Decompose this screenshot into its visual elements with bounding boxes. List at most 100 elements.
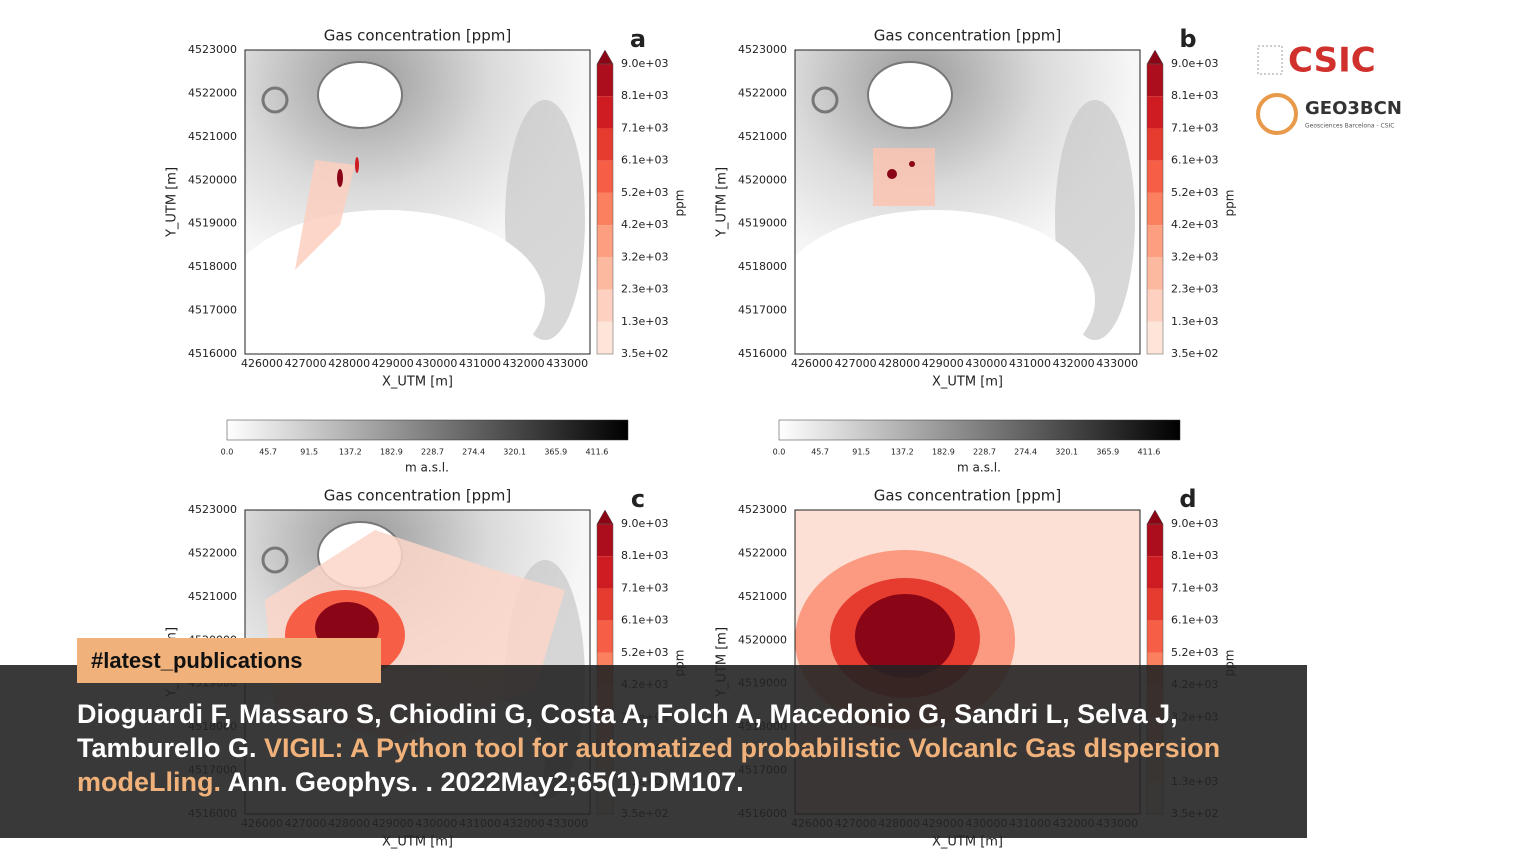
colorbar-tick-label: 9.0e+03 [1171, 517, 1218, 530]
y-tick-label: 4522000 [738, 86, 787, 99]
colorbar-tick-label: 7.1e+03 [621, 581, 668, 594]
colorbar-segment [597, 128, 613, 161]
colorbar-segment [1147, 160, 1163, 193]
colorbar-arrow [596, 49, 614, 65]
x-tick-label: 430000 [415, 357, 457, 370]
y-tick-label: 4521000 [188, 590, 237, 603]
colorbar-segment [1147, 96, 1163, 129]
x-tick-label: 433000 [1096, 357, 1138, 370]
colorbar-tick-label: 9.0e+03 [621, 57, 668, 70]
colorbar-tick-label: 3.5e+02 [621, 347, 668, 360]
y-tick-label: 4519000 [188, 217, 237, 230]
elevation-tick-label: 45.7 [259, 448, 277, 457]
x-tick-label: 429000 [922, 357, 964, 370]
plume-core [355, 157, 359, 173]
elevation-tick-label: 411.6 [585, 448, 608, 457]
elevation-tick-label: 365.9 [544, 448, 567, 457]
logos: CSIC GEO3BCN Geosciences Barcelona - CSI… [1256, 41, 1402, 135]
elevation-tick-label: 411.6 [1137, 448, 1160, 457]
authors: Dioguardi F, Massaro S, Chiodini G, Cost… [77, 699, 1178, 763]
colorbar-arrow [596, 509, 614, 525]
elevation-tick-label: 320.1 [1055, 448, 1078, 457]
panel-title: Gas concentration [ppm] [324, 27, 511, 45]
x-tick-label: 432000 [503, 357, 545, 370]
geo3bcn-logo: GEO3BCN [1305, 98, 1402, 119]
colorbar-segment [597, 257, 613, 290]
y-tick-label: 4520000 [738, 173, 787, 186]
colorbar-tick-label: 9.0e+03 [621, 517, 668, 530]
colorbar-segment [597, 64, 613, 97]
x-tick-label: 432000 [1053, 357, 1095, 370]
x-axis-label: X_UTM [m] [382, 835, 453, 850]
panel-letter: c [631, 485, 645, 513]
elevation-tick-label: 228.7 [421, 448, 444, 457]
y-tick-label: 4516000 [188, 347, 237, 360]
y-tick-label: 4521000 [188, 130, 237, 143]
y-tick-label: 4521000 [738, 590, 787, 603]
crater [867, 61, 953, 129]
colorbar-tick-label: 2.3e+03 [1171, 283, 1218, 296]
colorbar-segment [1147, 289, 1163, 322]
y-tick-label: 4519000 [738, 217, 787, 230]
panel-letter: b [1179, 25, 1196, 53]
y-tick-label: 4518000 [188, 260, 237, 273]
colorbar-segment [1147, 524, 1163, 557]
x-axis-label: X_UTM [m] [932, 835, 1003, 850]
colorbar-tick-label: 5.2e+03 [621, 186, 668, 199]
colorbar-segment [597, 192, 613, 226]
colorbar-label: ppm [1223, 190, 1237, 217]
plume-core [887, 169, 897, 179]
y-tick-label: 4521000 [738, 130, 787, 143]
y-tick-label: 4523000 [738, 503, 787, 516]
colorbar-tick-label: 6.1e+03 [1171, 614, 1218, 627]
colorbar-segment [1147, 128, 1163, 161]
x-axis-label: X_UTM [m] [932, 375, 1003, 390]
elevation-tick-label: 320.1 [503, 448, 526, 457]
crater-small [811, 86, 839, 114]
panel-title: Gas concentration [ppm] [874, 27, 1061, 45]
colorbar-tick-label: 8.1e+03 [1171, 549, 1218, 562]
colorbar-tick-label: 7.1e+03 [621, 121, 668, 134]
colorbar-tick-label: 1.3e+03 [621, 315, 668, 328]
y-tick-label: 4522000 [188, 86, 237, 99]
x-tick-label: 433000 [546, 357, 588, 370]
colorbar-segment [597, 289, 613, 322]
x-tick-label: 426000 [791, 357, 833, 370]
y-tick-label: 4520000 [738, 633, 787, 646]
elevation-colorbar-label: m a.s.l. [957, 461, 1001, 475]
colorbar-tick-label: 1.3e+03 [1171, 315, 1218, 328]
crater-small [261, 86, 289, 114]
plume-core [337, 169, 343, 187]
colorbar-frame [596, 63, 614, 355]
colorbar-tick-label: 4.2e+03 [621, 218, 668, 231]
paper-title: VIGIL: A Python tool for automatized pro… [77, 733, 1221, 797]
csic-logo: CSIC [1288, 41, 1376, 81]
y-tick-label: 4517000 [188, 304, 237, 317]
citation: Dioguardi F, Massaro S, Chiodini G, Cost… [77, 697, 1292, 799]
colorbar-tick-label: 6.1e+03 [621, 614, 668, 627]
colorbar-tick-label: 5.2e+03 [1171, 186, 1218, 199]
colorbar-segment [1147, 192, 1163, 226]
x-tick-label: 426000 [241, 357, 283, 370]
panel-letter: a [630, 25, 646, 53]
y-tick-label: 4522000 [738, 546, 787, 559]
panel-letter: d [1179, 485, 1196, 513]
colorbar-tick-label: 7.1e+03 [1171, 121, 1218, 134]
elevation-colorbar [226, 419, 629, 441]
elevation-tick-label: 182.9 [380, 448, 403, 457]
colorbar-tick-label: 3.5e+02 [1171, 347, 1218, 360]
elevation-colorbar [778, 419, 1181, 441]
y-tick-label: 4520000 [188, 173, 237, 186]
y-tick-label: 4523000 [188, 43, 237, 56]
colorbar-segment [597, 160, 613, 193]
elevation-tick-label: 91.5 [852, 448, 870, 457]
colorbar-segment [597, 588, 613, 621]
colorbar-arrow [1146, 49, 1164, 65]
colorbar-segment [1147, 556, 1163, 589]
y-axis-label: Y_UTM [m] [165, 167, 180, 238]
geo-emblem [1256, 93, 1298, 135]
colorbar-segment [597, 620, 613, 653]
colorbar-segment [597, 225, 613, 258]
x-tick-label: 427000 [835, 357, 877, 370]
